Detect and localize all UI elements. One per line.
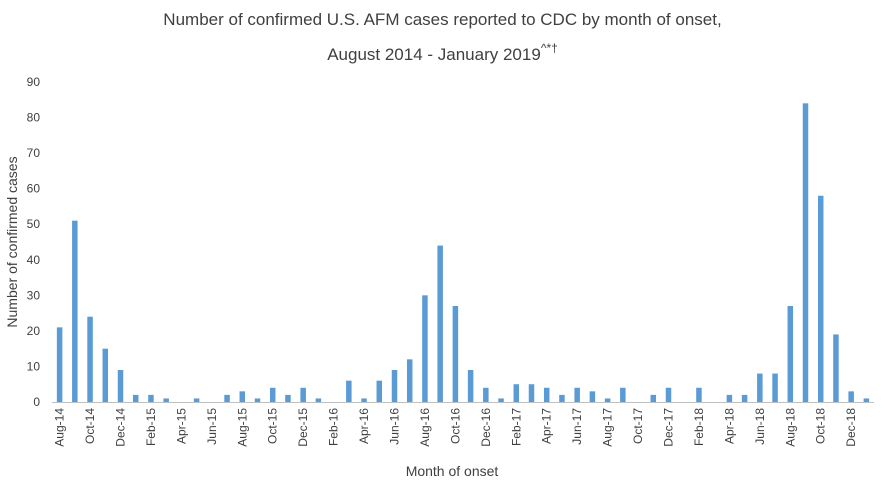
y-tick-label: 20	[27, 324, 41, 338]
x-tick-label: Apr-16	[357, 408, 371, 444]
y-tick-label: 30	[27, 288, 41, 302]
x-tick-label: Aug-16	[418, 408, 432, 447]
bar-dec-16	[483, 387, 489, 402]
bar-aug-14	[56, 327, 63, 402]
bar-mar-15	[163, 398, 169, 402]
x-tick-label: Jun-15	[205, 408, 219, 445]
y-tick-label: 80	[27, 111, 41, 125]
x-tick-label: Jun-16	[388, 408, 402, 445]
x-tick-label: Apr-17	[540, 408, 554, 444]
x-tick-label: Feb-15	[144, 408, 158, 446]
chart-title-line2-text: August 2014 - January 2019	[327, 45, 541, 64]
bar-nov-18	[833, 334, 839, 402]
bar-jul-18	[772, 373, 778, 402]
bar-jun-16	[391, 370, 398, 402]
bar-nov-17	[650, 394, 657, 402]
x-axis-ticks: Aug-14 Oct-14 Dec-14 Feb-15 Apr-15 Jun-15 Aug-…	[53, 408, 859, 447]
chart-title: Number of confirmed U.S. AFM cases repor…	[0, 6, 885, 69]
x-tick-label: Feb-16	[327, 408, 341, 446]
x-tick-label: Jun-18	[753, 408, 767, 445]
bar-apr-17	[543, 387, 550, 402]
x-tick-label: Apr-15	[174, 408, 188, 444]
y-axis-title: Number of confirmed cases	[4, 156, 20, 327]
bar-sep-16	[437, 245, 443, 402]
chart-title-superscript: ^*†	[540, 41, 558, 55]
bar-jul-17	[589, 391, 596, 402]
bar-may-18	[741, 394, 748, 402]
bar-dec-17	[665, 387, 672, 402]
x-tick-label: Jun-17	[570, 408, 584, 445]
x-tick-label: Dec-15	[296, 408, 310, 447]
bar-jan-16	[315, 398, 322, 402]
bar-oct-15	[269, 387, 276, 402]
x-tick-label: Dec-18	[844, 408, 858, 447]
bar-feb-15	[148, 394, 154, 402]
x-tick-label: Apr-18	[722, 408, 736, 444]
y-tick-label: 70	[27, 146, 41, 160]
bar-nov-15	[285, 394, 291, 402]
y-tick-label: 50	[27, 217, 41, 231]
bar-jan-19	[863, 398, 870, 402]
x-tick-label: Oct-15	[266, 408, 280, 444]
bar-sep-17	[620, 387, 626, 402]
bar-nov-16	[467, 370, 474, 402]
bar-jan-17	[498, 398, 504, 402]
x-tick-label: Oct-16	[448, 408, 462, 444]
bar-apr-16	[361, 398, 367, 402]
x-tick-label: Dec-14	[114, 408, 128, 447]
x-tick-label: Dec-16	[479, 408, 493, 447]
x-tick-label: Feb-18	[692, 408, 706, 446]
y-tick-label: 40	[27, 253, 41, 267]
bar-feb-17	[513, 384, 520, 402]
bar-jun-17	[574, 387, 580, 402]
bar-aug-18	[787, 306, 794, 402]
y-tick-label: 90	[27, 75, 41, 89]
bar-jun-18	[757, 373, 763, 402]
x-tick-label: Aug-15	[235, 408, 249, 447]
bar-oct-18	[817, 195, 824, 402]
bar-dec-18	[848, 391, 854, 402]
bar-aug-16	[422, 295, 428, 402]
bar-oct-16	[452, 306, 459, 402]
bar-mar-17	[528, 384, 535, 402]
x-tick-label: Aug-17	[601, 408, 615, 447]
x-tick-label: Dec-17	[662, 408, 676, 447]
bar-oct-14	[87, 316, 93, 402]
x-tick-label: Oct-18	[814, 408, 828, 444]
bar-nov-14	[102, 348, 109, 402]
x-tick-label: Oct-14	[83, 408, 97, 444]
bar-aug-17	[604, 398, 611, 402]
x-tick-label: Feb-17	[509, 408, 523, 446]
y-tick-label: 60	[27, 182, 41, 196]
x-axis-title: Month of onset	[406, 463, 499, 479]
y-tick-label: 10	[27, 359, 41, 373]
bar-feb-18	[696, 387, 702, 402]
bar-sep-15	[254, 398, 261, 402]
bar-mar-16	[346, 380, 352, 402]
bar-dec-14	[117, 370, 124, 402]
y-axis-ticks: 0 10 20 30 40 50 60 70 80 90	[27, 75, 41, 409]
bar-dec-15	[300, 387, 306, 402]
bar-aug-15	[239, 391, 246, 402]
x-tick-label: Aug-14	[53, 408, 67, 447]
bar-may-16	[376, 380, 383, 402]
bar-may-17	[559, 394, 565, 402]
x-tick-label: Oct-17	[631, 408, 645, 444]
bar-sep-18	[802, 103, 809, 402]
bar-jul-15	[224, 394, 230, 402]
bars	[56, 103, 870, 402]
y-tick-label: 0	[33, 395, 40, 409]
bar-jan-15	[132, 394, 139, 402]
chart-title-line1: Number of confirmed U.S. AFM cases repor…	[163, 10, 722, 29]
chart-title-line2: August 2014 - January 2019^*†	[0, 34, 885, 69]
bar-may-15	[193, 398, 200, 402]
bar-sep-14	[72, 220, 78, 402]
bar-jul-16	[406, 359, 413, 402]
x-tick-label: Aug-18	[783, 408, 797, 447]
bar-apr-18	[726, 394, 733, 402]
